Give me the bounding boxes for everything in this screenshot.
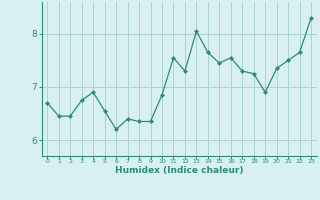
X-axis label: Humidex (Indice chaleur): Humidex (Indice chaleur) <box>115 166 244 175</box>
